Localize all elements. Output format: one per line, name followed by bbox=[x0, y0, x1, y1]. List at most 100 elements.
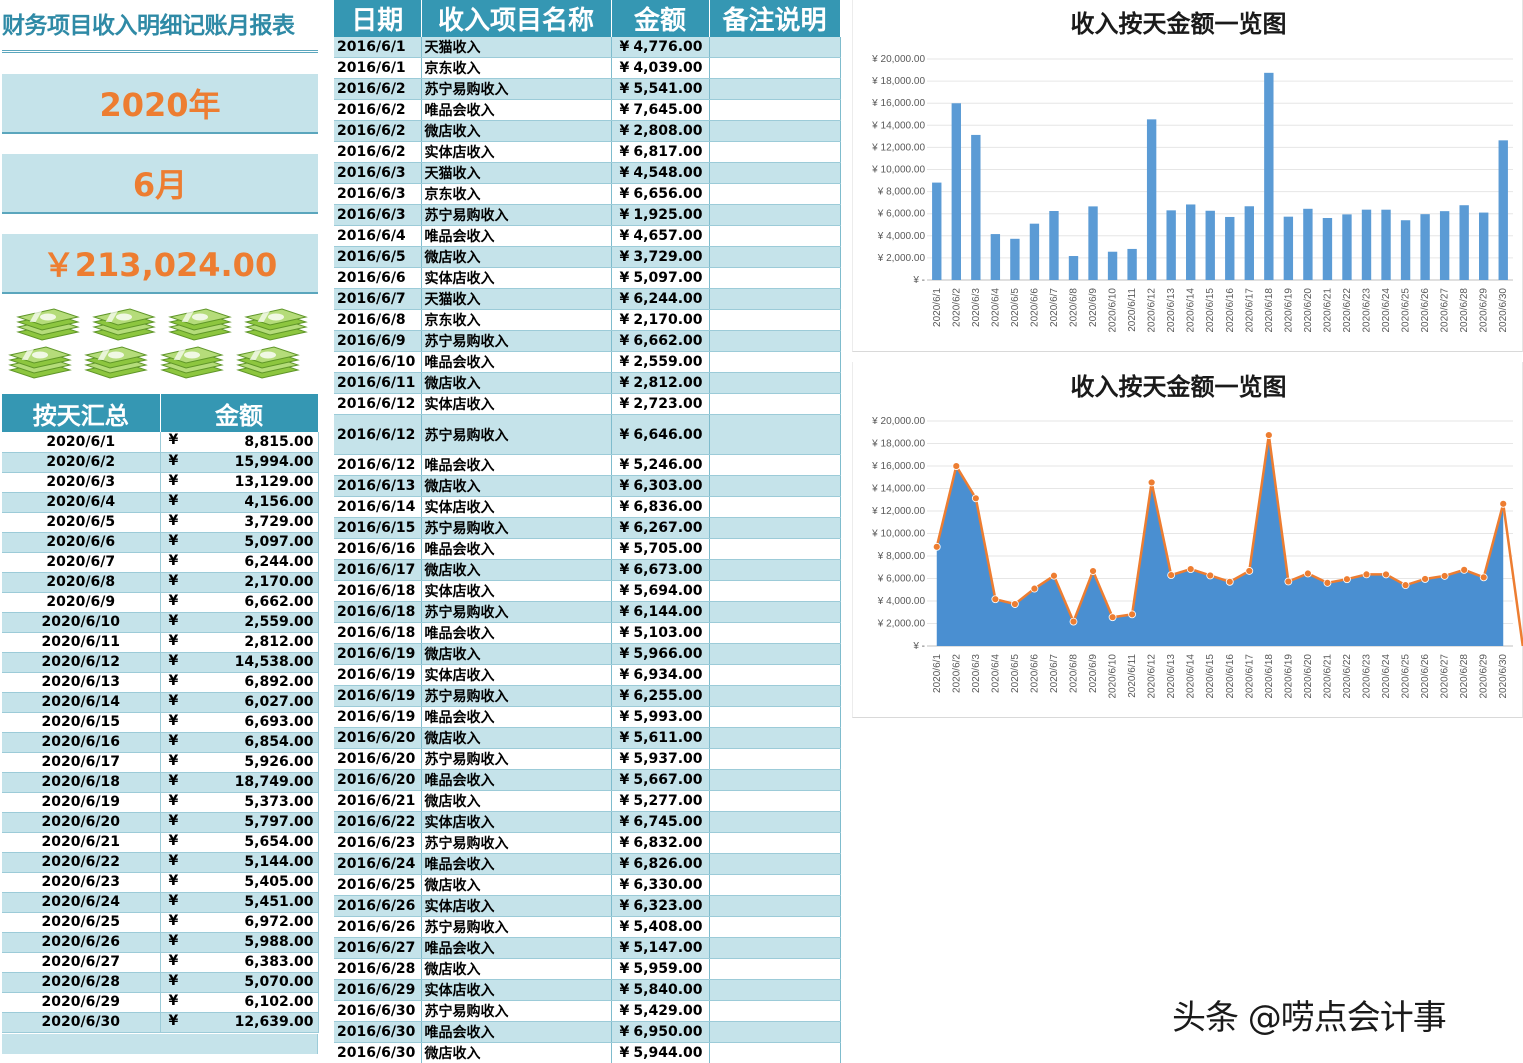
summary-date-cell[interactable]: 2020/6/17 bbox=[2, 752, 161, 773]
bar[interactable] bbox=[1244, 206, 1254, 280]
bar[interactable] bbox=[1400, 220, 1411, 280]
ledger-note-cell[interactable] bbox=[709, 414, 841, 455]
bar[interactable] bbox=[1498, 140, 1508, 280]
ledger-note-cell[interactable] bbox=[709, 57, 841, 79]
ledger-note-cell[interactable] bbox=[709, 727, 841, 749]
summary-amount-cell[interactable]: ¥2,170.00 bbox=[160, 572, 319, 593]
ledger-note-cell[interactable] bbox=[709, 1000, 841, 1022]
summary-date-cell[interactable]: 2020/6/29 bbox=[2, 992, 161, 1013]
data-point[interactable] bbox=[1089, 567, 1097, 575]
ledger-amount-cell[interactable]: ¥4,776.00 bbox=[611, 37, 710, 58]
bar[interactable] bbox=[951, 103, 961, 280]
ledger-note-cell[interactable] bbox=[709, 309, 841, 331]
ledger-item-cell[interactable]: 唯品会收入 bbox=[421, 706, 612, 728]
bar[interactable] bbox=[1049, 211, 1059, 280]
summary-row[interactable]: 2020/6/17 ¥5,926.00 bbox=[2, 752, 319, 773]
ledger-date-cell[interactable]: 2016/6/5 bbox=[334, 246, 422, 268]
ledger-note-cell[interactable] bbox=[709, 748, 841, 770]
ledger-date-cell[interactable]: 2016/6/18 bbox=[334, 622, 422, 644]
ledger-row[interactable]: 2016/6/17 微店收入 ¥6,673.00 bbox=[334, 559, 841, 581]
ledger-amount-cell[interactable]: ¥5,966.00 bbox=[611, 643, 710, 665]
summary-header-date[interactable]: 按天汇总 bbox=[2, 394, 161, 432]
summary-row[interactable]: 2020/6/30 ¥12,639.00 bbox=[2, 1012, 319, 1033]
ledger-row[interactable]: 2016/6/20 微店收入 ¥5,611.00 bbox=[334, 727, 841, 749]
summary-row[interactable]: 2020/6/26 ¥5,988.00 bbox=[2, 932, 319, 953]
ledger-amount-cell[interactable]: ¥2,812.00 bbox=[611, 372, 710, 394]
ledger-row[interactable]: 2016/6/19 实体店收入 ¥6,934.00 bbox=[334, 664, 841, 686]
ledger-item-cell[interactable]: 微店收入 bbox=[421, 475, 612, 497]
bar[interactable] bbox=[1381, 209, 1391, 280]
bar[interactable] bbox=[1342, 214, 1352, 280]
summary-row[interactable]: 2020/6/19 ¥5,373.00 bbox=[2, 792, 319, 813]
ledger-row[interactable]: 2016/6/1 京东收入 ¥4,039.00 bbox=[334, 57, 841, 79]
ledger-amount-cell[interactable]: ¥5,937.00 bbox=[611, 748, 710, 770]
summary-amount-cell[interactable]: ¥5,988.00 bbox=[160, 932, 319, 953]
data-point[interactable] bbox=[1206, 571, 1215, 580]
summary-row[interactable]: 2020/6/28 ¥5,070.00 bbox=[2, 972, 319, 993]
bar[interactable] bbox=[1146, 119, 1157, 280]
summary-amount-cell[interactable]: ¥3,729.00 bbox=[160, 512, 319, 533]
ledger-row[interactable]: 2016/6/28 微店收入 ¥5,959.00 bbox=[334, 958, 841, 980]
ledger-item-cell[interactable]: 实体店收入 bbox=[421, 267, 612, 289]
ledger-item-cell[interactable]: 苏宁易购收入 bbox=[421, 78, 612, 100]
summary-amount-cell[interactable]: ¥6,854.00 bbox=[160, 732, 319, 753]
summary-amount-cell[interactable]: ¥5,070.00 bbox=[160, 972, 319, 993]
ledger-amount-cell[interactable]: ¥6,646.00 bbox=[611, 414, 710, 455]
ledger-row[interactable]: 2016/6/19 唯品会收入 ¥5,993.00 bbox=[334, 706, 841, 728]
summary-date-cell[interactable]: 2020/6/15 bbox=[2, 712, 161, 733]
summary-amount-cell[interactable]: ¥5,144.00 bbox=[160, 852, 319, 873]
summary-row[interactable]: 2020/6/1 ¥8,815.00 bbox=[2, 432, 319, 453]
data-point[interactable] bbox=[1323, 578, 1332, 587]
ledger-row[interactable]: 2016/6/18 苏宁易购收入 ¥6,144.00 bbox=[334, 601, 841, 623]
ledger-note-cell[interactable] bbox=[709, 288, 841, 310]
summary-empty-row[interactable] bbox=[2, 1034, 318, 1054]
ledger-date-cell[interactable]: 2016/6/26 bbox=[334, 895, 422, 917]
ledger-date-cell[interactable]: 2016/6/2 bbox=[334, 120, 422, 142]
ledger-note-cell[interactable] bbox=[709, 706, 841, 728]
ledger-note-cell[interactable] bbox=[709, 351, 841, 373]
summary-date-cell[interactable]: 2020/6/22 bbox=[2, 852, 161, 873]
ledger-note-cell[interactable] bbox=[709, 643, 841, 665]
summary-row[interactable]: 2020/6/25 ¥6,972.00 bbox=[2, 912, 319, 933]
summary-amount-cell[interactable]: ¥5,373.00 bbox=[160, 792, 319, 813]
ledger-date-cell[interactable]: 2016/6/9 bbox=[334, 330, 422, 352]
ledger-row[interactable]: 2016/6/26 苏宁易购收入 ¥5,408.00 bbox=[334, 916, 841, 938]
ledger-row[interactable]: 2016/6/2 微店收入 ¥2,808.00 bbox=[334, 120, 841, 142]
ledger-amount-cell[interactable]: ¥6,950.00 bbox=[611, 1021, 710, 1043]
summary-row[interactable]: 2020/6/4 ¥4,156.00 bbox=[2, 492, 319, 513]
bar[interactable] bbox=[1068, 256, 1079, 280]
bar-chart-card[interactable]: 收入按天金额一览图 ¥ - ¥ 2,000.00 ¥ 4,000.00 ¥ 6,000.… bbox=[852, 0, 1523, 352]
summary-amount-cell[interactable]: ¥6,027.00 bbox=[160, 692, 319, 713]
summary-date-cell[interactable]: 2020/6/9 bbox=[2, 592, 161, 613]
ledger-row[interactable]: 2016/6/1 天猫收入 ¥4,776.00 bbox=[334, 37, 841, 58]
ledger-row[interactable]: 2016/6/21 微店收入 ¥5,277.00 bbox=[334, 790, 841, 812]
data-point[interactable] bbox=[1382, 570, 1390, 579]
ledger-date-cell[interactable]: 2016/6/22 bbox=[334, 811, 422, 833]
ledger-item-cell[interactable]: 唯品会收入 bbox=[421, 769, 612, 791]
ledger-note-cell[interactable] bbox=[709, 580, 841, 602]
summary-row[interactable]: 2020/6/10 ¥2,559.00 bbox=[2, 612, 319, 633]
summary-date-cell[interactable]: 2020/6/14 bbox=[2, 692, 161, 713]
ledger-item-cell[interactable]: 实体店收入 bbox=[421, 496, 612, 518]
ledger-row[interactable]: 2016/6/29 实体店收入 ¥5,840.00 bbox=[334, 979, 841, 1001]
ledger-item-cell[interactable]: 唯品会收入 bbox=[421, 225, 612, 247]
ledger-amount-cell[interactable]: ¥5,959.00 bbox=[611, 958, 710, 980]
summary-row[interactable]: 2020/6/12 ¥14,538.00 bbox=[2, 652, 319, 673]
summary-date-cell[interactable]: 2020/6/23 bbox=[2, 872, 161, 893]
summary-row[interactable]: 2020/6/20 ¥5,797.00 bbox=[2, 812, 319, 833]
summary-row[interactable]: 2020/6/18 ¥18,749.00 bbox=[2, 772, 319, 793]
ledger-date-cell[interactable]: 2016/6/26 bbox=[334, 916, 422, 938]
ledger-amount-cell[interactable]: ¥5,541.00 bbox=[611, 78, 710, 100]
ledger-item-cell[interactable]: 天猫收入 bbox=[421, 37, 612, 58]
bar[interactable] bbox=[1479, 212, 1489, 280]
ledger-amount-cell[interactable]: ¥6,673.00 bbox=[611, 559, 710, 581]
data-point[interactable] bbox=[1343, 575, 1351, 584]
ledger-item-cell[interactable]: 苏宁易购收入 bbox=[421, 685, 612, 707]
ledger-amount-cell[interactable]: ¥6,836.00 bbox=[611, 496, 710, 518]
ledger-row[interactable]: 2016/6/2 苏宁易购收入 ¥5,541.00 bbox=[334, 78, 841, 100]
bar[interactable] bbox=[1303, 208, 1313, 280]
ledger-date-cell[interactable]: 2016/6/18 bbox=[334, 580, 422, 602]
summary-amount-cell[interactable]: ¥6,102.00 bbox=[160, 992, 319, 1013]
ledger-amount-cell[interactable]: ¥6,255.00 bbox=[611, 685, 710, 707]
ledger-date-cell[interactable]: 2016/6/2 bbox=[334, 78, 422, 100]
